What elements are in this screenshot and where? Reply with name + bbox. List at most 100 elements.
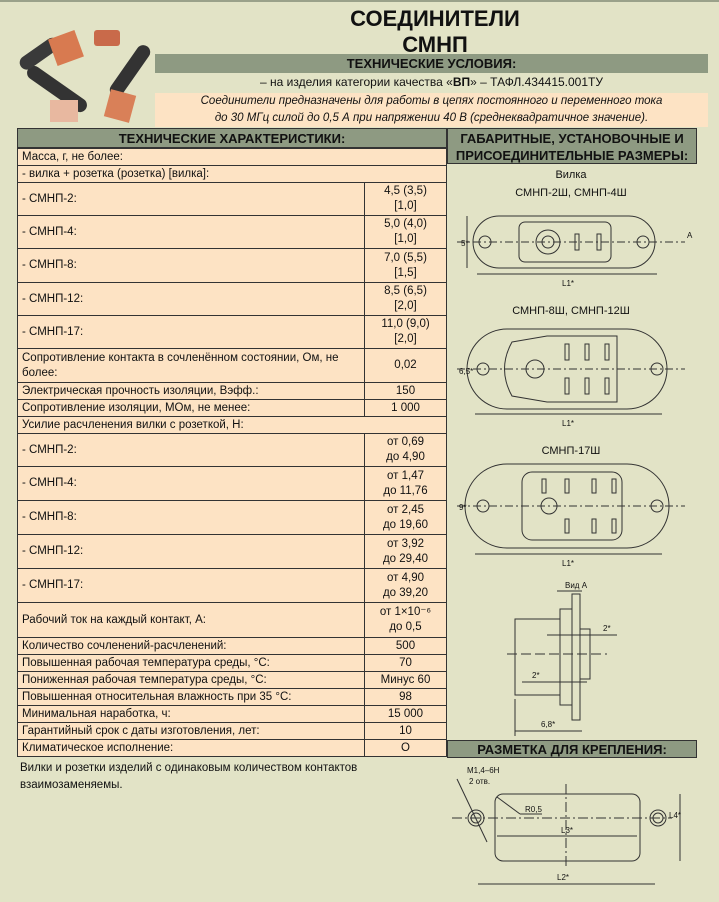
spec-value-line-1: от 1×10⁻⁶ (379, 606, 432, 618)
spec-value: от 2,45 до 19,60 (364, 500, 447, 535)
l2-label: L2* (557, 873, 569, 882)
dimensions-heading-line-2: ПРИСОЕДИНИТЕЛЬНЫЕ РАЗМЕРЫ: (455, 148, 689, 163)
spec-value-line-2: [2,0] (394, 333, 417, 345)
spec-value-line-1: Минус 60 (380, 673, 431, 686)
height-dim-3: 9* (459, 503, 467, 512)
dim-6-8: 6,8* (541, 720, 555, 729)
interchangeability-note: Вилки и розетки изделий с одинаковым кол… (20, 762, 358, 791)
spec-label: Повышенная рабочая температура среды, °С… (17, 654, 365, 672)
drawing-1-title: СМНП-2Ш, СМНП-4Ш (515, 187, 627, 199)
spec-value-line-2: [1,5] (394, 266, 417, 279)
spec-row: Сопротивление изоляции, МОм, не менее: 1 … (17, 399, 447, 417)
spec-row: - вилка + розетка (розетка) [вилка]: (17, 165, 447, 183)
spec-label: Количество сочленений-расчленений: (17, 637, 365, 655)
spec-row: Количество сочленений-расчленений: 500 (17, 637, 447, 655)
dim-2-top: 2* (603, 624, 611, 633)
spec-label: - вилка + розетка (розетка) [вилка]: (17, 165, 447, 183)
spec-value-line-1: 10 (399, 724, 412, 737)
spec-value: 500 (364, 637, 447, 655)
spec-row: Усилие расчленения вилки с розеткой, Н: (17, 416, 447, 434)
spec-label: Повышенная относительная влажность при 3… (17, 688, 365, 706)
thread-label: М1,4–6Н (467, 766, 500, 775)
spec-value-line-1: 150 (395, 384, 416, 397)
quality-category: ВП (452, 75, 471, 89)
spec-value-line-1: 15 000 (387, 707, 424, 720)
quality-suffix: » – ТАФЛ.434415.001ТУ (470, 75, 603, 89)
spec-value: Минус 60 (364, 671, 447, 689)
spec-label: - СМНП-8: (17, 248, 365, 283)
spec-row: Гарантийный срок с даты изготовления, ле… (17, 722, 447, 740)
spec-value: 5,0 (4,0) [1,0] (364, 215, 447, 249)
spec-label: Сопротивление изоляции, МОм, не менее: (17, 399, 365, 417)
page-title: СОЕДИНИТЕЛИ (350, 6, 520, 31)
spec-value: 1 000 (364, 399, 447, 417)
spec-label: - СМНП-2: (17, 182, 365, 216)
spec-label: - СМНП-17: (17, 568, 365, 603)
specs-table: Масса, г, не более: - вилка + розетка (ро… (17, 148, 447, 757)
spec-value: 15 000 (364, 705, 447, 723)
spec-value: от 1×10⁻⁶ до 0,5 (364, 602, 447, 638)
spec-value-line-2: [1,0] (394, 233, 417, 245)
mounting-heading: РАЗМЕТКА ДЛЯ КРЕПЛЕНИЯ: (447, 740, 697, 758)
spec-value-line-1: 7,0 (5,5) (384, 251, 427, 264)
view-arrow-a: А (687, 231, 693, 240)
spec-label: Масса, г, не более: (17, 148, 447, 166)
spec-row: - СМНП-2: от 0,69 до 4,90 (17, 433, 447, 467)
spec-value-line-1: 0,02 (394, 359, 417, 371)
spec-row: Повышенная рабочая температура среды, °С… (17, 654, 447, 672)
spec-row: - СМНП-12: от 3,92 до 29,40 (17, 534, 447, 569)
spec-value-line-1: 70 (399, 656, 412, 669)
specs-heading: ТЕХНИЧЕСКИЕ ХАРАКТЕРИСТИКИ: (17, 128, 447, 148)
view-a-label: Вид А (565, 581, 588, 590)
spec-value: 70 (364, 654, 447, 672)
purpose-line-1: Соединители предназначены для работы в ц… (200, 95, 663, 107)
spec-value-line-1: от 1,47 (387, 469, 424, 482)
spec-row: Рабочий ток на каждый контакт, А: от 1×10… (17, 602, 447, 638)
length-dim-3: L1* (562, 559, 574, 568)
purpose-description: Соединители предназначены для работы в ц… (155, 93, 708, 127)
spec-row: Сопротивление контакта в сочленённом сос… (17, 348, 447, 383)
spec-row: - СМНП-17: 11,0 (9,0) [2,0] (17, 315, 447, 349)
connector-photo (19, 30, 151, 123)
spec-value-line-2: до 39,20 (382, 586, 429, 599)
page-subtitle: СМНП (402, 32, 468, 57)
spec-value-line-1: 5,0 (4,0) (384, 218, 427, 230)
spec-label: - СМНП-12: (17, 282, 365, 316)
spec-value-line-2: [2,0] (394, 300, 417, 312)
spec-row: Повышенная относительная влажность при 3… (17, 688, 447, 706)
spec-value-line-2: [1,0] (394, 200, 417, 212)
spec-row: Пониженная рабочая температура среды, °С… (17, 671, 447, 689)
drawing-3-title: СМНП-17Ш (542, 445, 601, 457)
spec-value-line-2: до 11,76 (383, 484, 428, 497)
spec-value-line-1: от 2,45 (387, 503, 424, 516)
spec-value: 11,0 (9,0) [2,0] (364, 315, 447, 349)
spec-row: - СМНП-17: от 4,90 до 39,20 (17, 568, 447, 603)
spec-value-line-1: 4,5 (3,5) (384, 185, 427, 197)
drawing-view-a (507, 590, 617, 736)
height-dim-2: 6,5* (459, 367, 473, 376)
height-dim-1: 5* (461, 239, 469, 248)
length-dim-1: L1* (562, 279, 574, 288)
spec-label: Гарантийный срок с даты изготовления, ле… (17, 722, 365, 740)
spec-row: Климатическое исполнение: О (17, 739, 447, 757)
dimensions-heading-line-1: ГАБАРИТНЫЕ, УСТАНОВОЧНЫЕ И (460, 131, 684, 146)
spec-row: - СМНП-8: 7,0 (5,5) [1,5] (17, 248, 447, 283)
spec-row: Масса, г, не более: (17, 148, 447, 166)
spec-value-line-1: О (401, 741, 410, 754)
spec-value-line-1: 500 (395, 639, 416, 652)
spec-label: Климатическое исполнение: (17, 739, 365, 757)
spec-row: - СМНП-2: 4,5 (3,5) [1,0] (17, 182, 447, 216)
spec-row: - СМНП-12: 8,5 (6,5) [2,0] (17, 282, 447, 316)
spec-value: 0,02 (364, 348, 447, 383)
spec-value-line-1: от 4,90 (387, 571, 424, 584)
spec-row: Электрическая прочность изоляции, Вэфф.:… (17, 382, 447, 400)
dim-2-bottom: 2* (532, 671, 540, 680)
tech-conditions-heading: ТЕХНИЧЕСКИЕ УСЛОВИЯ: (155, 54, 708, 73)
spec-value-line-1: от 3,92 (387, 537, 424, 550)
spec-row: - СМНП-4: 5,0 (4,0) [1,0] (17, 215, 447, 249)
spec-label: - СМНП-8: (17, 500, 365, 535)
spec-label: Минимальная наработка, ч: (17, 705, 365, 723)
spec-value-line-2: до 29,40 (382, 552, 429, 565)
drawing-mounting (452, 778, 681, 885)
spec-row: - СМНП-8: от 2,45 до 19,60 (17, 500, 447, 535)
